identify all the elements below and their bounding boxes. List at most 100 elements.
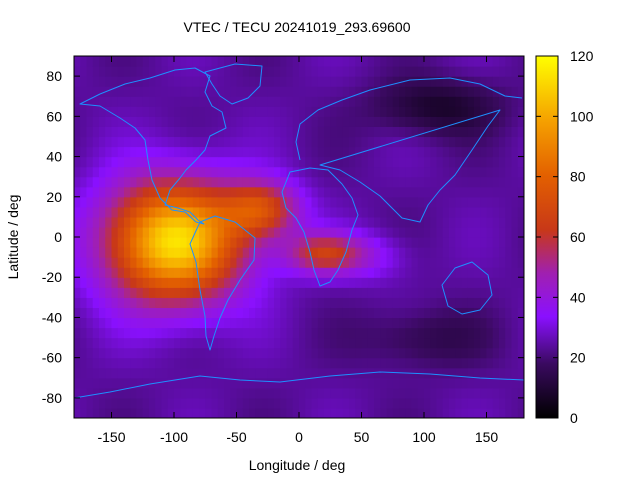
heatmap-cell <box>336 377 344 389</box>
heatmap-cell <box>286 126 294 138</box>
heatmap-cell <box>242 126 250 138</box>
heatmap-cell <box>155 176 163 188</box>
heatmap-cell <box>136 216 144 228</box>
heatmap-cell <box>342 337 350 349</box>
heatmap-cell <box>111 317 119 329</box>
heatmap-cell <box>155 367 163 379</box>
heatmap-cell <box>361 126 369 138</box>
heatmap-cell <box>274 206 281 218</box>
heatmap-cell <box>180 76 188 87</box>
heatmap-cell <box>330 347 338 359</box>
heatmap-cell <box>355 66 363 77</box>
heatmap-cell <box>199 307 206 319</box>
heatmap-cell <box>436 357 444 369</box>
heatmap-cell <box>74 86 81 97</box>
heatmap-cell <box>261 247 269 258</box>
heatmap-cell <box>117 257 125 268</box>
heatmap-cell <box>274 387 281 399</box>
heatmap-cell <box>111 146 119 158</box>
heatmap-cell <box>517 216 524 228</box>
heatmap-cell <box>217 287 225 298</box>
heatmap-cell <box>174 377 181 389</box>
heatmap-cell <box>124 337 131 349</box>
heatmap-cell <box>99 186 106 198</box>
heatmap-cell <box>74 196 81 208</box>
heatmap-cell <box>230 327 238 339</box>
heatmap-cell <box>274 196 281 208</box>
heatmap-cell <box>299 237 306 248</box>
heatmap-cell <box>461 357 469 369</box>
heatmap-cell <box>136 226 144 238</box>
heatmap-cell <box>324 397 331 409</box>
heatmap-cell <box>280 307 288 319</box>
heatmap-cell <box>461 116 469 127</box>
heatmap-cell <box>305 267 313 278</box>
heatmap-cell <box>517 106 524 117</box>
heatmap-cell <box>411 347 419 359</box>
heatmap-cell <box>480 377 488 389</box>
heatmap-cell <box>261 237 269 248</box>
heatmap-cell <box>167 216 175 228</box>
heatmap-cell <box>380 66 388 77</box>
heatmap-cell <box>99 287 106 298</box>
heatmap-cell <box>342 126 350 138</box>
heatmap-cell <box>367 237 375 248</box>
heatmap-cell <box>411 397 419 409</box>
heatmap-cell <box>155 307 163 319</box>
heatmap-cell <box>180 216 188 228</box>
heatmap-cell <box>386 337 394 349</box>
heatmap-cell <box>255 337 263 349</box>
heatmap-cell <box>436 367 444 379</box>
heatmap-cell <box>317 56 325 67</box>
heatmap-cell <box>180 337 188 349</box>
heatmap-cell <box>374 377 381 389</box>
heatmap-cell <box>86 287 94 298</box>
heatmap-cell <box>305 367 313 379</box>
heatmap-cell <box>480 257 488 268</box>
heatmap-cell <box>386 327 394 339</box>
heatmap-cell <box>74 66 81 77</box>
heatmap-cell <box>461 297 469 308</box>
heatmap-cell <box>167 76 175 87</box>
heatmap-cell <box>92 186 100 198</box>
heatmap-cell <box>424 106 431 117</box>
heatmap-cell <box>374 156 381 168</box>
heatmap-cell <box>355 196 363 208</box>
heatmap-cell <box>186 156 194 168</box>
heatmap-cell <box>330 126 338 138</box>
heatmap-cell <box>492 397 500 409</box>
heatmap-cell <box>442 317 450 329</box>
heatmap-cell <box>342 56 350 67</box>
heatmap-cell <box>249 186 256 198</box>
heatmap-cell <box>499 327 506 339</box>
heatmap-cell <box>449 96 456 107</box>
heatmap-cell <box>486 297 494 308</box>
heatmap-cell <box>424 66 431 77</box>
heatmap-cell <box>211 277 219 288</box>
heatmap-cell <box>305 297 313 308</box>
heatmap-cell <box>205 347 213 359</box>
heatmap-cell <box>236 156 244 168</box>
heatmap-cell <box>380 317 388 329</box>
heatmap-cell <box>492 196 500 208</box>
heatmap-cell <box>124 387 131 399</box>
heatmap-cell <box>224 136 231 148</box>
heatmap-cell <box>117 136 125 148</box>
heatmap-cell <box>261 257 269 268</box>
heatmap-cell <box>274 56 281 67</box>
heatmap-cell <box>161 56 169 67</box>
heatmap-cell <box>455 106 463 117</box>
heatmap-cell <box>330 377 338 389</box>
heatmap-cell <box>86 407 94 418</box>
heatmap-cell <box>149 216 156 228</box>
heatmap-cell <box>180 387 188 399</box>
heatmap-cell <box>424 156 431 168</box>
heatmap-cell <box>317 116 325 127</box>
heatmap-cell <box>161 267 169 278</box>
colorbar-tick-label: 60 <box>570 229 586 245</box>
heatmap-cell <box>186 166 194 178</box>
heatmap-cell <box>167 407 175 418</box>
heatmap-cell <box>286 66 294 77</box>
heatmap-cell <box>286 267 294 278</box>
